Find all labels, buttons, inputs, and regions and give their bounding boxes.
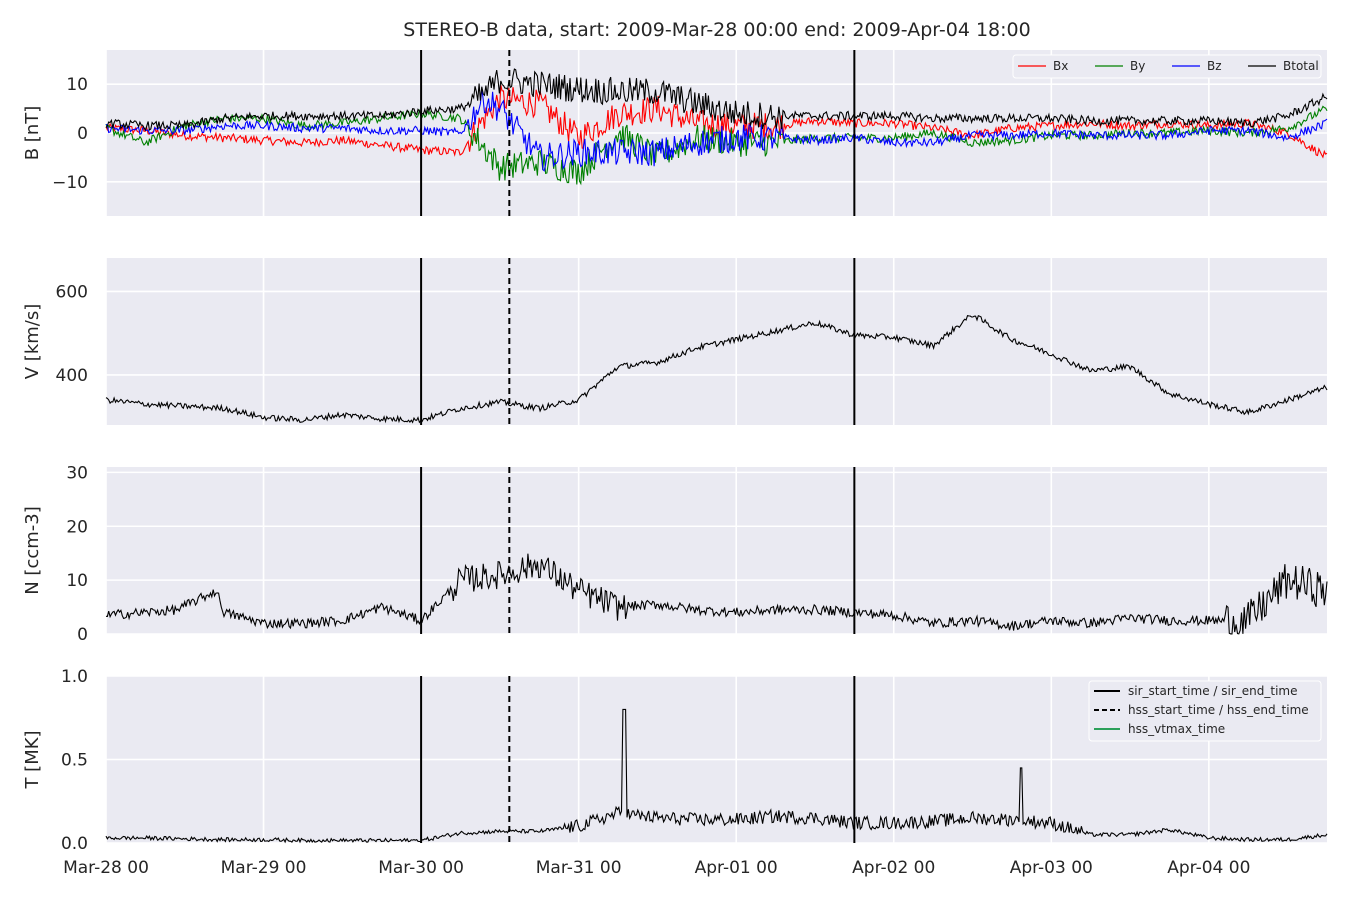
- panel-3: 30 20 10 0 N [ccm-3]: [22, 463, 1328, 645]
- series-line-Bz: [105, 88, 1328, 172]
- y-tick-label: 600: [56, 282, 88, 302]
- y-tick-label: 20: [66, 517, 88, 537]
- panel-2: 600 400 V [km/s]: [22, 258, 1328, 425]
- y-axis-label: B [nT]: [22, 106, 43, 161]
- y-tick-label: 0.0: [61, 834, 88, 854]
- x-tick-label: Mar-28 00: [63, 858, 149, 878]
- y-axis-label: V [km/s]: [22, 304, 43, 379]
- x-tick-label: Apr-01 00: [695, 858, 778, 878]
- y-tick-label: 30: [66, 463, 88, 483]
- legend-b: Bx By Bz Btotal: [1012, 54, 1322, 79]
- legend-label-2: hss_vtmax_time: [1128, 722, 1225, 736]
- legend-events: sir_start_time / sir_end_time hss_start_t…: [1088, 680, 1322, 742]
- x-tick-label: Mar-31 00: [536, 858, 622, 878]
- legend-label-Btotal: Btotal: [1283, 59, 1319, 73]
- y-tick-label: 0: [77, 625, 88, 645]
- legend-label-0: sir_start_time / sir_end_time: [1128, 684, 1298, 698]
- y-tick-label: 1.0: [61, 667, 88, 687]
- y-tick-label: −10: [52, 173, 88, 193]
- y-tick-label: 400: [56, 366, 88, 386]
- legend-label-Bz: Bz: [1207, 59, 1222, 73]
- y-tick-label: 10: [66, 75, 88, 95]
- legend-label-1: hss_start_time / hss_end_time: [1128, 703, 1309, 717]
- plot-area: [106, 258, 1327, 425]
- x-tick-label: Mar-29 00: [221, 858, 307, 878]
- y-tick-label: 0.5: [61, 751, 88, 771]
- y-axis-label: T [MK]: [22, 730, 43, 789]
- y-axis-label: N [ccm-3]: [22, 506, 43, 595]
- x-tick-label: Apr-04 00: [1167, 858, 1250, 878]
- series-line-panel3: [105, 553, 1328, 635]
- series-line-panel2: [105, 314, 1328, 424]
- y-tick-label: 0: [77, 124, 88, 144]
- series-line-Btotal: [105, 68, 1328, 132]
- legend-box: [1088, 680, 1322, 742]
- series-line-panel4: [105, 708, 1328, 844]
- x-tick-label: Apr-03 00: [1010, 858, 1093, 878]
- legend-label-Bx: Bx: [1053, 59, 1068, 73]
- chart-title: STEREO-B data, start: 2009-Mar-28 00:00 …: [403, 19, 1030, 41]
- y-tick-label: 10: [66, 571, 88, 591]
- series-line-By: [105, 105, 1328, 186]
- x-tick-label: Apr-02 00: [852, 858, 935, 878]
- plot-area: [106, 467, 1327, 634]
- x-tick-label: Mar-30 00: [378, 858, 464, 878]
- legend-box: [1012, 54, 1322, 79]
- legend-label-By: By: [1130, 59, 1145, 73]
